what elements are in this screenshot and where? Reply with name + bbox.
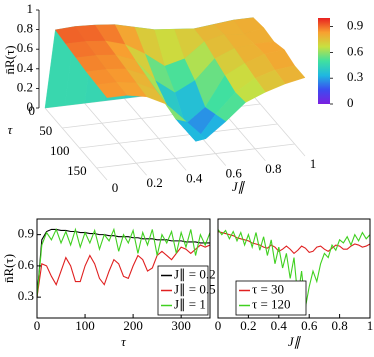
floor-grid-line [84,102,147,176]
j-axis-label: J∥ [232,179,246,194]
x-tick-label: 0 [34,318,41,333]
tau-tick-label: 50 [39,123,52,138]
z-tick-label: 0.8 [17,21,33,36]
j-tick-label: 0 [112,180,119,195]
legend-label: J∥ = 0.5 [174,281,216,296]
x-tick-label: 0.6 [301,318,318,333]
tau-tick-label: 0 [29,103,36,118]
j-tick-label: 0.6 [226,166,243,181]
legend-label: τ = 120 [252,296,291,311]
j-tick-label: 0.4 [186,170,203,185]
legend-label: τ = 30 [252,281,284,296]
z-tick-label: 0.6 [17,40,34,55]
z-axis-label: n̄R(τ) [2,45,17,74]
legend-label: J∥ = 1 [174,296,206,311]
z-tick-label: 0.4 [17,60,34,75]
floor-grid-line [44,107,108,181]
x-tick-label: 0.2 [240,318,256,333]
plot-frame [217,218,371,319]
x-axis-label: J∥ [288,334,302,349]
series-line [37,227,210,298]
y-axis-label: n̄R(τ) [1,254,16,283]
legend-box [235,280,307,316]
legend-label: J∥ = 0.2 [174,266,216,281]
tau-tick-label: 100 [50,143,70,158]
x-tick-label: 300 [171,318,191,333]
j-tick-label: 0.8 [265,161,281,176]
tau-tick-label: 150 [67,163,87,178]
x-tick-label: 0.8 [331,318,347,333]
colorbar-tick-label: 0.3 [347,69,363,84]
x-tick-label: 1 [367,318,374,333]
colorbar-tick-label: 0 [347,95,354,110]
x-axis-label: τ [121,334,127,349]
colorbar [318,18,330,104]
j-tick-label: 1 [310,156,317,171]
x-tick-label: 200 [123,318,143,333]
x-tick-label: 0.4 [271,318,288,333]
z-tick-label: 0 [27,99,34,114]
series-line [218,229,370,308]
series-line [218,230,370,255]
floor-grid-line [96,143,295,169]
z-tick-label: 0.2 [17,79,33,94]
plot-frame [36,218,211,319]
colorbar-tick-label: 0.6 [347,43,364,58]
x-tick-label: 100 [75,318,95,333]
y-tick-label: 0.6 [18,257,35,272]
colorbar-tick-label: 0.9 [347,18,363,33]
tau-axis-label: τ [8,122,14,137]
y-tick-label: 0.3 [18,288,34,303]
z-tick-label: 1 [27,1,34,16]
surface-patch [96,82,128,98]
j-tick-label: 0.2 [146,175,162,190]
y-tick-label: 0.9 [18,226,34,241]
series-line [37,244,210,298]
x-tick-label: 0 [215,318,222,333]
floor-grid-line [79,123,278,149]
floor-grid-line [123,98,187,171]
